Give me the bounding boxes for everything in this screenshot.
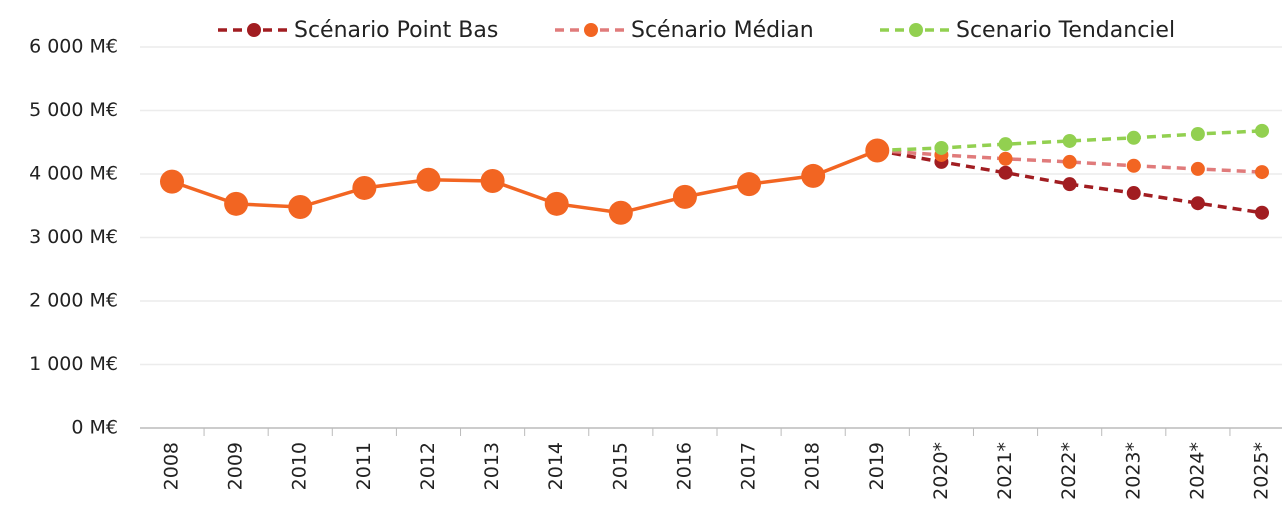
y-tick-label: 0 M€ — [71, 417, 118, 439]
data-point — [1062, 177, 1077, 192]
data-point — [998, 137, 1013, 152]
data-point — [160, 169, 184, 194]
x-tick-label: 2009 — [225, 442, 247, 490]
data-point — [1062, 133, 1077, 148]
data-point — [934, 140, 949, 155]
y-tick-label: 5 000 M€ — [29, 99, 118, 121]
y-tick-label: 1 000 M€ — [29, 353, 118, 375]
data-point — [1126, 130, 1141, 145]
data-point — [288, 195, 313, 220]
data-point — [1062, 154, 1077, 169]
legend-marker — [584, 23, 598, 37]
x-tick-label: 2022* — [1058, 442, 1080, 500]
x-tick-label: 2020* — [930, 442, 952, 500]
x-tick-label: 2012 — [417, 442, 439, 490]
x-tick-label: 2018 — [802, 442, 824, 490]
data-point — [737, 172, 762, 197]
x-tick-label: 2015 — [609, 442, 631, 490]
x-tick-label: 2010 — [289, 442, 311, 490]
x-tick-label: 2025* — [1251, 442, 1273, 500]
y-tick-label: 2 000 M€ — [29, 290, 118, 312]
data-point — [1190, 161, 1205, 176]
data-point — [1255, 205, 1269, 220]
data-point — [1190, 126, 1205, 141]
legend-label: Scénario Médian — [631, 18, 814, 43]
data-point — [416, 167, 441, 192]
y-tick-label: 6 000 M€ — [29, 36, 118, 58]
data-point — [1126, 186, 1141, 201]
data-point — [672, 184, 697, 209]
data-point — [224, 191, 249, 216]
x-tick-label: 2013 — [481, 442, 503, 490]
data-point — [1255, 123, 1269, 138]
x-tick-label: 2008 — [161, 442, 183, 490]
data-point — [998, 151, 1013, 166]
x-tick-label: 2019 — [866, 442, 888, 490]
data-point — [352, 175, 377, 200]
x-tick-label: 2016 — [673, 442, 695, 490]
data-point — [1255, 165, 1269, 180]
data-point — [1190, 196, 1205, 211]
legend-label: Scénario Point Bas — [294, 18, 498, 43]
legend-marker — [909, 23, 923, 37]
x-tick-label: 2011 — [353, 442, 375, 490]
data-point — [865, 138, 890, 163]
data-point — [1126, 158, 1141, 173]
data-point — [801, 163, 826, 188]
x-tick-label: 2017 — [738, 442, 760, 490]
y-tick-label: 3 000 M€ — [29, 226, 118, 248]
data-point — [608, 200, 633, 225]
x-tick-label: 2014 — [545, 442, 567, 490]
legend-marker — [247, 23, 261, 37]
x-tick-label: 2021* — [994, 442, 1016, 500]
x-tick-label: 2024* — [1186, 442, 1208, 500]
data-point — [998, 165, 1013, 180]
data-point — [480, 168, 505, 193]
y-tick-label: 4 000 M€ — [29, 163, 118, 185]
x-tick-label: 2023* — [1122, 442, 1144, 500]
series-line — [171, 148, 878, 215]
legend-label: Scenario Tendanciel — [956, 18, 1175, 43]
data-point — [544, 191, 569, 216]
